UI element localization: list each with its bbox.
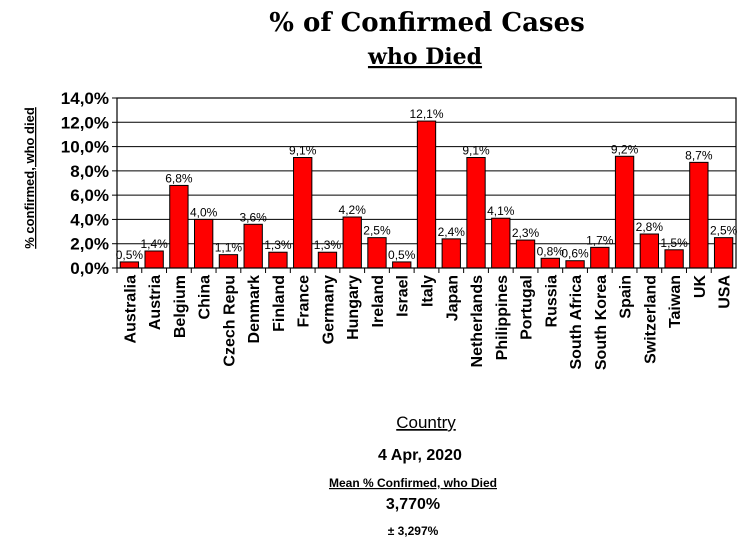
- bar: [243, 223, 263, 269]
- bar: [639, 233, 660, 269]
- data-label: 9,1%: [289, 144, 317, 158]
- x-tick-label: Israel: [395, 275, 412, 317]
- x-tick-label: Netherlands: [469, 275, 486, 368]
- bar: [540, 257, 560, 269]
- x-tick-label: Portugal: [519, 275, 536, 340]
- data-label: 2,5%: [363, 224, 391, 238]
- data-label: 1,5%: [660, 236, 688, 250]
- data-label: 1,7%: [586, 233, 614, 247]
- x-tick-label: Belgium: [172, 275, 189, 338]
- y-tick-label: 4,0%: [70, 210, 109, 229]
- x-tick-label: Hungary: [345, 275, 362, 340]
- data-label: 12,1%: [409, 107, 443, 121]
- bar: [317, 251, 338, 269]
- x-tick-label: China: [197, 275, 214, 320]
- data-label: 4,0%: [190, 205, 218, 219]
- data-label: 9,2%: [611, 142, 639, 156]
- x-tick-label: UK: [692, 275, 709, 299]
- data-label: 6,8%: [165, 171, 193, 185]
- x-tick-label: Ireland: [370, 275, 387, 327]
- x-tick-label: South Korea: [593, 275, 610, 370]
- x-tick-label: Switzerland: [642, 275, 659, 364]
- y-tick-label: 8,0%: [70, 162, 109, 181]
- x-axis-ticks: Australia Austria Belgium China Czech Repu De…: [116, 268, 734, 370]
- data-labels: 0,5%1,4%6,8%4,0%1,1%3,6%1,3%9,1%1,3%4,2%…: [116, 107, 738, 262]
- y-tick-label: 0,0%: [70, 259, 109, 278]
- x-tick-label: Philippines: [494, 275, 511, 360]
- bar: [169, 184, 189, 269]
- bar: [416, 120, 437, 269]
- y-tick-label: 10,0%: [61, 138, 109, 157]
- y-tick-label: 14,0%: [61, 89, 109, 108]
- plot-frame: [116, 97, 737, 269]
- bar: [119, 261, 140, 269]
- data-label: 4,2%: [339, 203, 367, 217]
- bar: [144, 250, 164, 269]
- data-label: 4,1%: [487, 204, 515, 218]
- bar: [218, 254, 239, 269]
- y-axis-label: % confirmed, who died: [22, 107, 37, 249]
- x-tick-label: Italy: [420, 275, 437, 307]
- y-tick-label: 12,0%: [61, 113, 109, 132]
- x-tick-label: Taiwan: [667, 275, 684, 328]
- x-axis-label: Country: [396, 413, 456, 432]
- data-label: 3,6%: [240, 210, 268, 224]
- chart-title: % of Confirmed Cases: [269, 8, 585, 38]
- x-tick-label: France: [296, 275, 313, 328]
- data-label: 2,8%: [636, 220, 664, 234]
- x-tick-label: Austria: [147, 275, 164, 330]
- x-tick-label: Denmark: [246, 275, 263, 344]
- x-tick-label: Japan: [444, 275, 461, 321]
- data-label: 1,3%: [264, 238, 292, 252]
- x-tick-label: Germany: [320, 275, 337, 344]
- data-label: 2,4%: [438, 225, 466, 239]
- mean-value: 3,770%: [386, 496, 440, 513]
- data-label: 1,4%: [140, 237, 168, 251]
- data-label: 2,3%: [512, 226, 540, 240]
- bar: [342, 216, 362, 269]
- bar: [441, 238, 461, 269]
- bar: [491, 217, 511, 269]
- x-tick-label: Australia: [122, 275, 139, 344]
- x-tick-label: Russia: [543, 275, 560, 328]
- data-label: 1,3%: [314, 238, 342, 252]
- data-label: 0,8%: [537, 244, 565, 258]
- data-label: 1,1%: [215, 241, 243, 255]
- bar: [689, 161, 709, 269]
- bar: [367, 237, 387, 269]
- bar: [392, 261, 412, 269]
- bar: [293, 157, 313, 269]
- bar: [193, 218, 214, 269]
- date-label: 4 Apr, 2020: [378, 447, 462, 464]
- data-label: 0,6%: [561, 247, 589, 261]
- bar: [664, 249, 684, 269]
- data-label: 2,5%: [710, 224, 738, 238]
- bar: [614, 155, 635, 269]
- bar: [565, 260, 585, 269]
- x-tick-label: USA: [717, 275, 734, 309]
- sd-value: ± 3,297%: [388, 524, 439, 538]
- bar: [268, 251, 288, 269]
- x-tick-label: Spain: [618, 275, 635, 319]
- data-label: 0,5%: [388, 248, 416, 262]
- bar: [713, 237, 734, 269]
- y-tick-label: 6,0%: [70, 186, 109, 205]
- bar: [466, 157, 486, 269]
- x-tick-label: Finland: [271, 275, 288, 332]
- chart-subtitle: who Died: [367, 44, 482, 70]
- y-tick-label: 2,0%: [70, 235, 109, 254]
- y-axis-ticks: 0,0% 2,0% 4,0% 6,0% 8,0% 10,0% 12,0% 14,0%: [61, 89, 117, 278]
- bar: [590, 246, 610, 269]
- mean-label: Mean % Confirmed, who Died: [329, 476, 497, 490]
- x-tick-label: South Africa: [568, 275, 585, 370]
- data-label: 9,1%: [462, 144, 490, 158]
- data-label: 8,7%: [685, 148, 713, 162]
- data-label: 0,5%: [116, 248, 144, 262]
- x-tick-label: Czech Repu: [221, 275, 238, 367]
- bars: [119, 120, 734, 269]
- bar: [515, 239, 536, 269]
